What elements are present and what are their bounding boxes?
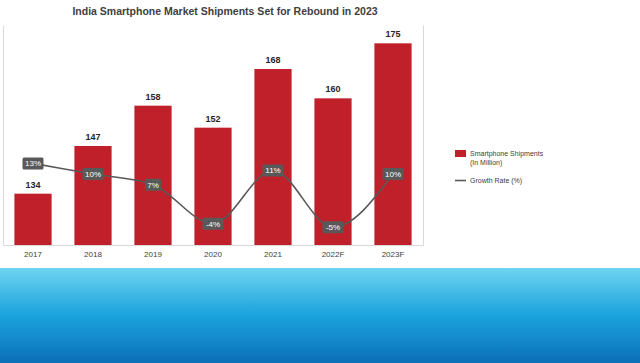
legend: Smartphone Shipments(In Million) Growth R… <box>455 150 544 185</box>
data-label: 134 <box>25 180 40 190</box>
data-label: 175 <box>385 29 400 39</box>
x-axis: 2017 2018 2019 2020 2021 2022F 2023F <box>4 245 424 259</box>
label-box <box>263 164 284 176</box>
y2-axis-line <box>423 26 424 246</box>
title: India Smartphone Market Shipments Set fo… <box>72 5 377 17</box>
bar <box>74 146 111 245</box>
legend-label: Smartphone Shipments(In Million) <box>470 150 544 167</box>
label-box <box>145 179 161 191</box>
data-label: 10% <box>85 170 101 179</box>
label-box <box>83 168 104 180</box>
y2-axis <box>423 26 424 246</box>
tick-label: 2023F <box>382 250 405 259</box>
growth-line <box>33 163 393 227</box>
data-label: -4% <box>206 220 220 229</box>
background-band <box>0 268 640 363</box>
legend-swatch <box>455 150 466 157</box>
legend-label: Growth Rate (%) <box>470 177 522 185</box>
tick: 2023F <box>382 245 405 259</box>
marks <box>14 43 411 245</box>
tick-label: 2017 <box>24 250 42 259</box>
tick: 2021 <box>264 245 282 259</box>
label-box <box>203 218 224 230</box>
tick: 2019 <box>144 245 162 259</box>
data-labels: 134 147 158 152 168 160 175 13% 10% 7% -4% 11% -5% 10… <box>23 29 404 233</box>
tick-label: 2021 <box>264 250 282 259</box>
tick-label: 2022F <box>322 250 345 259</box>
tick-label: 2020 <box>204 250 222 259</box>
data-label: 147 <box>85 132 100 142</box>
bar <box>134 106 171 245</box>
bar <box>14 194 51 245</box>
data-label: 160 <box>325 84 340 94</box>
bar <box>374 43 411 245</box>
tick: 2018 <box>84 245 102 259</box>
tick: 2020 <box>204 245 222 259</box>
tick-label: 2018 <box>84 250 102 259</box>
x-axis-line <box>4 245 424 246</box>
label-box <box>23 157 44 169</box>
bar <box>254 69 291 245</box>
tick: 2022F <box>322 245 345 259</box>
y-axis-line <box>3 26 4 246</box>
legend-swatch <box>455 180 466 182</box>
data-label: 7% <box>147 181 159 190</box>
tick-label: 2019 <box>144 250 162 259</box>
bar <box>194 128 231 245</box>
data-label: 11% <box>265 166 280 175</box>
chart: India Smartphone Market Shipments Set fo… <box>0 0 640 363</box>
data-label: 10% <box>385 170 401 179</box>
data-label: 158 <box>145 92 160 102</box>
data-label: 13% <box>25 159 41 168</box>
data-label: 168 <box>265 55 280 65</box>
data-label: -5% <box>326 223 340 232</box>
data-label: 152 <box>205 114 220 124</box>
label-box <box>383 168 404 180</box>
tick: 2017 <box>24 245 42 259</box>
label-box <box>323 221 344 233</box>
y-axis <box>3 26 4 246</box>
